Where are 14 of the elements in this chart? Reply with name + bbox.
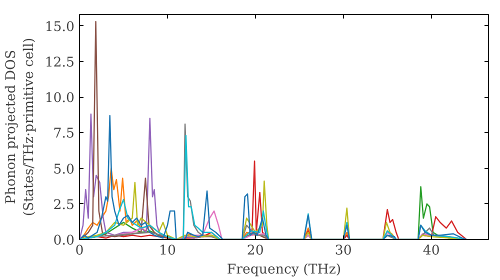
y-axis-title: Phonon projected DOS (States/THz·primitive cell) — [4, 38, 37, 216]
x-tick-label: 30 — [334, 244, 352, 258]
y-tick-label: 12.5 — [44, 55, 75, 70]
x-axis-title: Frequency (THz) — [226, 262, 342, 278]
y-tick-label: 0.0 — [53, 234, 75, 248]
x-tick-label: 20 — [246, 244, 264, 258]
y-tick-label: 15.0 — [44, 20, 75, 35]
y-tick-label: 10.0 — [44, 91, 75, 106]
y-tick-label: 5.0 — [53, 162, 75, 178]
x-tick-label: 40 — [422, 244, 440, 258]
x-tick-label: 10 — [158, 244, 176, 258]
y-tick-label: 2.5 — [53, 198, 75, 213]
x-tick-label: 0 — [75, 244, 84, 258]
y-tick-label: 7.5 — [53, 126, 75, 142]
